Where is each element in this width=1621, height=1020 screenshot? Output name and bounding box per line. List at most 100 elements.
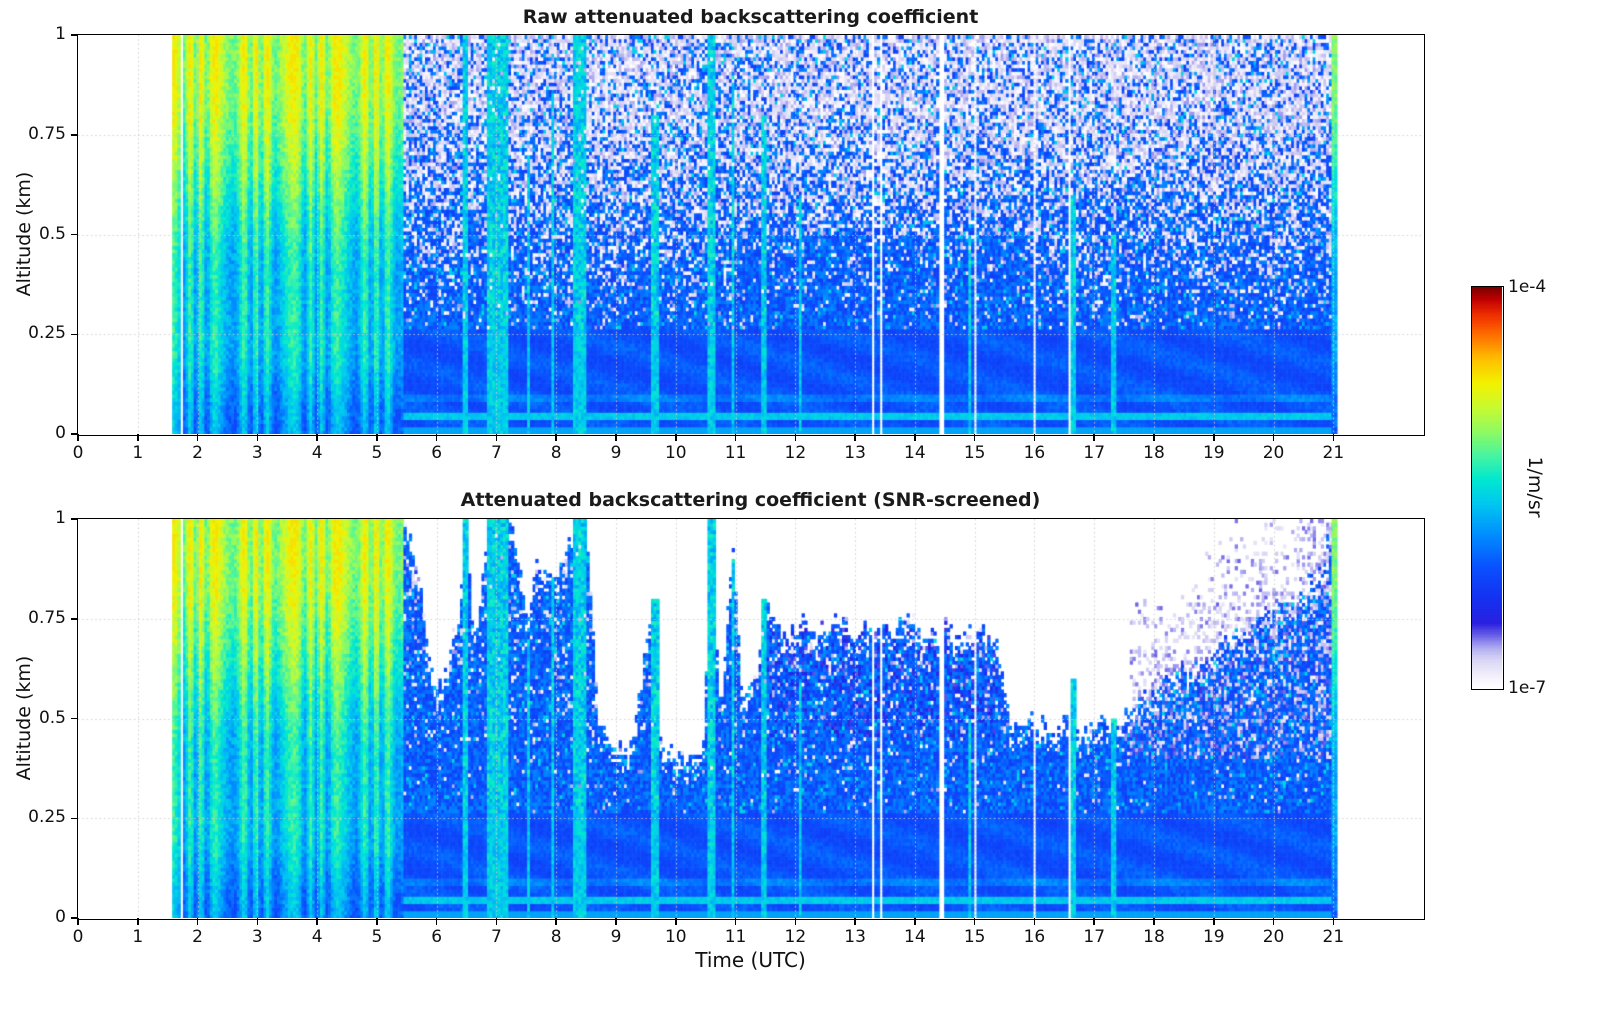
x-tick-mark bbox=[196, 434, 199, 441]
colorbar-units-label: 1/m/sr bbox=[1524, 456, 1546, 518]
x-tick-label: 11 bbox=[724, 443, 747, 463]
x-tick-label: 3 bbox=[251, 927, 263, 947]
x-tick-label: 1 bbox=[132, 443, 144, 463]
x-tick-mark bbox=[973, 434, 976, 441]
y-tick-label: 1 bbox=[55, 508, 66, 528]
x-tick-label: 19 bbox=[1202, 927, 1225, 947]
x-tick-mark bbox=[1153, 918, 1155, 925]
x-tick-mark bbox=[137, 918, 139, 925]
x-tick-label: 21 bbox=[1322, 443, 1345, 463]
y-tick-mark bbox=[71, 433, 78, 435]
colorbar bbox=[1470, 285, 1504, 690]
x-tick-label: 8 bbox=[550, 927, 562, 947]
y-tick-label: 0.75 bbox=[28, 607, 66, 628]
x-tick-mark bbox=[1272, 918, 1275, 925]
y-tick-label: 0.25 bbox=[28, 807, 66, 828]
x-tick-label: 20 bbox=[1262, 443, 1285, 463]
x-tick-mark bbox=[137, 434, 139, 441]
y-tick-label: 0.5 bbox=[38, 707, 66, 728]
y-tick-label: 0 bbox=[55, 907, 66, 927]
x-tick-label: 14 bbox=[904, 927, 926, 947]
x-tick-mark bbox=[1332, 434, 1335, 441]
x-tick-mark bbox=[376, 434, 378, 441]
x-tick-mark bbox=[316, 434, 318, 441]
x-tick-label: 13 bbox=[844, 443, 866, 463]
x-tick-label: 2 bbox=[192, 443, 203, 463]
x-tick-mark bbox=[1033, 918, 1036, 925]
y-tick-mark bbox=[71, 233, 78, 236]
x-tick-label: 14 bbox=[904, 443, 926, 463]
y-tick-mark bbox=[71, 333, 78, 335]
x-tick-mark bbox=[376, 918, 378, 925]
y-tick-mark bbox=[71, 518, 78, 520]
y-tick-label: 0.25 bbox=[28, 323, 66, 344]
x-tick-mark bbox=[77, 918, 79, 925]
x-tick-label: 19 bbox=[1202, 443, 1225, 463]
x-tick-mark bbox=[1153, 434, 1155, 441]
y-tick-label: 0.5 bbox=[38, 223, 66, 244]
x-tick-mark bbox=[256, 918, 259, 925]
y-tick-mark bbox=[71, 717, 78, 720]
x-tick-label: 2 bbox=[192, 927, 203, 947]
y-tick-mark bbox=[71, 917, 78, 919]
x-tick-mark bbox=[1213, 918, 1215, 925]
x-tick-mark bbox=[495, 434, 498, 441]
y-tick-mark bbox=[71, 618, 78, 620]
y-tick-label: 1 bbox=[55, 24, 66, 44]
x-tick-mark bbox=[794, 434, 797, 441]
y-tick-mark bbox=[71, 34, 78, 36]
x-tick-mark bbox=[615, 434, 617, 441]
x-tick-label: 13 bbox=[844, 927, 866, 947]
x-tick-label: 6 bbox=[431, 443, 443, 463]
x-tick-mark bbox=[794, 918, 797, 925]
x-tick-label: 4 bbox=[311, 443, 323, 463]
x-tick-mark bbox=[914, 434, 916, 441]
raw-panel-title: Raw attenuated backscattering coefficien… bbox=[522, 6, 979, 28]
colorbar-max-label: 1e-4 bbox=[1508, 277, 1547, 297]
x-tick-mark bbox=[316, 918, 318, 925]
x-tick-label: 16 bbox=[1023, 443, 1046, 463]
x-tick-label: 12 bbox=[784, 443, 807, 463]
x-tick-mark bbox=[1093, 434, 1095, 441]
x-tick-label: 5 bbox=[371, 443, 383, 463]
x-tick-mark bbox=[854, 434, 856, 441]
x-tick-label: 21 bbox=[1322, 927, 1345, 947]
x-tick-mark bbox=[1332, 918, 1335, 925]
x-tick-mark bbox=[734, 918, 737, 925]
x-tick-label: 15 bbox=[963, 927, 986, 947]
x-tick-mark bbox=[196, 918, 199, 925]
x-tick-label: 18 bbox=[1143, 443, 1165, 463]
x-tick-label: 1 bbox=[132, 927, 144, 947]
colorbar-gradient-canvas bbox=[1472, 287, 1502, 688]
y-tick-mark bbox=[71, 134, 78, 136]
x-tick-label: 18 bbox=[1143, 927, 1165, 947]
x-tick-label: 7 bbox=[491, 443, 502, 463]
x-tick-mark bbox=[256, 434, 259, 441]
x-tick-mark bbox=[435, 918, 438, 925]
x-tick-label: 7 bbox=[491, 927, 502, 947]
screened-panel-title: Attenuated backscattering coefficient (S… bbox=[460, 489, 1041, 511]
x-axis-label: Time (UTC) bbox=[695, 948, 806, 972]
x-tick-label: 17 bbox=[1083, 927, 1106, 947]
colorbar-min-label: 1e-7 bbox=[1508, 678, 1547, 698]
x-tick-mark bbox=[77, 434, 79, 441]
x-tick-label: 4 bbox=[311, 927, 323, 947]
x-tick-label: 0 bbox=[72, 927, 84, 947]
x-tick-label: 5 bbox=[371, 927, 383, 947]
y-tick-label: 0.75 bbox=[28, 123, 66, 144]
x-tick-label: 12 bbox=[784, 927, 807, 947]
x-tick-mark bbox=[555, 434, 557, 441]
x-tick-mark bbox=[854, 918, 856, 925]
x-tick-label: 9 bbox=[610, 927, 622, 947]
x-tick-label: 20 bbox=[1262, 927, 1285, 947]
x-tick-label: 0 bbox=[72, 443, 84, 463]
x-tick-label: 8 bbox=[550, 443, 562, 463]
x-tick-label: 11 bbox=[724, 927, 747, 947]
x-tick-mark bbox=[435, 434, 438, 441]
y-tick-mark bbox=[71, 817, 78, 819]
x-tick-label: 15 bbox=[963, 443, 986, 463]
x-tick-mark bbox=[675, 434, 677, 441]
x-tick-mark bbox=[1272, 434, 1275, 441]
x-tick-mark bbox=[1033, 434, 1036, 441]
